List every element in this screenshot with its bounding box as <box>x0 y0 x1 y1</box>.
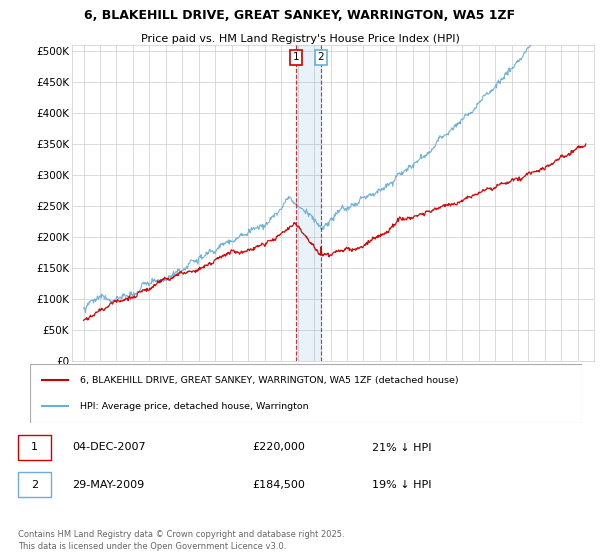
Text: 1: 1 <box>31 442 38 452</box>
FancyBboxPatch shape <box>18 472 51 497</box>
Text: 04-DEC-2007: 04-DEC-2007 <box>72 442 146 452</box>
Text: 2: 2 <box>317 52 324 62</box>
Text: 21% ↓ HPI: 21% ↓ HPI <box>372 442 431 452</box>
Bar <box>296 45 321 361</box>
Text: 2: 2 <box>31 479 38 489</box>
Text: 19% ↓ HPI: 19% ↓ HPI <box>372 479 431 489</box>
Text: 29-MAY-2009: 29-MAY-2009 <box>72 479 144 489</box>
Text: Contains HM Land Registry data © Crown copyright and database right 2025.
This d: Contains HM Land Registry data © Crown c… <box>18 530 344 551</box>
Text: HPI: Average price, detached house, Warrington: HPI: Average price, detached house, Warr… <box>80 402 308 411</box>
Text: £220,000: £220,000 <box>252 442 305 452</box>
Text: 6, BLAKEHILL DRIVE, GREAT SANKEY, WARRINGTON, WA5 1ZF: 6, BLAKEHILL DRIVE, GREAT SANKEY, WARRIN… <box>85 9 515 22</box>
Text: £184,500: £184,500 <box>252 479 305 489</box>
Text: Price paid vs. HM Land Registry's House Price Index (HPI): Price paid vs. HM Land Registry's House … <box>140 34 460 44</box>
FancyBboxPatch shape <box>18 435 51 460</box>
FancyBboxPatch shape <box>30 364 582 423</box>
Text: 1: 1 <box>293 52 299 62</box>
Text: 6, BLAKEHILL DRIVE, GREAT SANKEY, WARRINGTON, WA5 1ZF (detached house): 6, BLAKEHILL DRIVE, GREAT SANKEY, WARRIN… <box>80 376 458 385</box>
